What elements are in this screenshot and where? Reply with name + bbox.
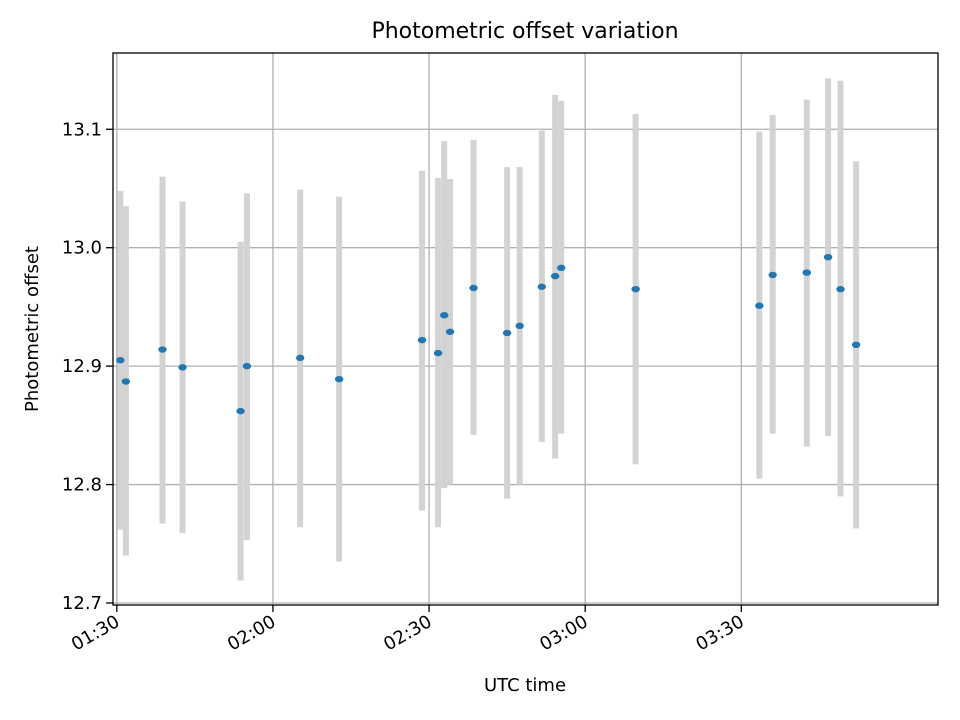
data-point xyxy=(537,283,547,290)
data-point xyxy=(178,364,187,371)
data-point xyxy=(445,328,455,335)
y-axis-label: Photometric offset xyxy=(22,246,43,412)
data-point xyxy=(836,285,845,293)
x-axis-label: UTC time xyxy=(484,675,566,696)
x-tick-label: 02:30 xyxy=(380,611,435,655)
data-point xyxy=(823,253,833,261)
y-tick-label: 12.9 xyxy=(62,356,102,377)
data-point xyxy=(158,346,167,353)
y-tick-label: 12.7 xyxy=(62,593,102,614)
data-point xyxy=(242,362,252,370)
x-tick-label: 02:00 xyxy=(224,611,279,655)
chart-title: Photometric offset variation xyxy=(371,19,678,44)
data-point xyxy=(502,329,512,337)
data-point xyxy=(755,302,764,309)
data-point xyxy=(631,285,640,293)
data-point xyxy=(851,341,861,349)
x-tick-label: 03:00 xyxy=(536,611,591,655)
data-point xyxy=(768,271,777,279)
x-tick-label: 01:30 xyxy=(68,611,123,655)
y-tick-label: 12.8 xyxy=(62,475,102,496)
grid-layer xyxy=(113,53,938,605)
data-point xyxy=(295,354,305,362)
data-point xyxy=(802,269,811,276)
data-point xyxy=(433,349,443,357)
x-tick-label: 03:30 xyxy=(692,611,747,655)
data-point xyxy=(334,375,344,383)
data-point xyxy=(417,336,427,344)
data-point xyxy=(557,264,566,272)
data-point xyxy=(121,378,131,385)
data-point xyxy=(440,312,449,319)
errorbar-layer xyxy=(117,78,860,581)
y-tick-label: 13.1 xyxy=(62,119,102,140)
data-point xyxy=(469,284,478,292)
data-point xyxy=(116,357,125,364)
data-point xyxy=(515,322,524,330)
data-point xyxy=(550,272,560,280)
y-tick-label: 13.0 xyxy=(62,238,102,259)
point-layer xyxy=(116,253,861,415)
plot-frame xyxy=(112,52,939,606)
data-point xyxy=(236,407,245,415)
